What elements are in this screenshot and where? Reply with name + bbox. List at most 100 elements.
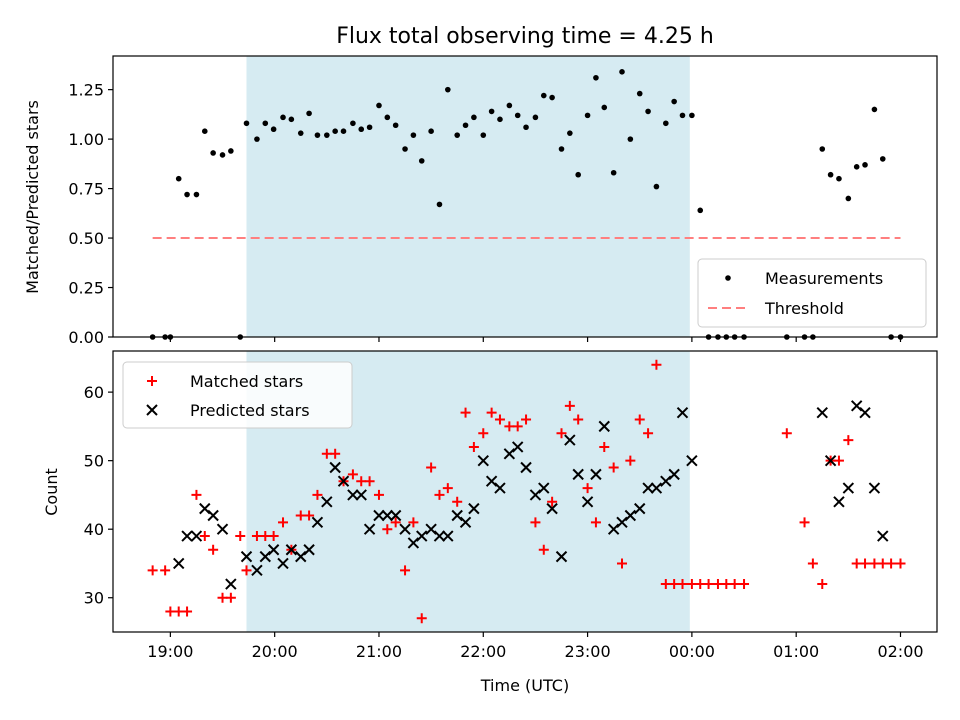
top-observing-span (246, 56, 690, 337)
bottom-y-tick-label: 60 (84, 383, 104, 402)
matched-star-point (895, 558, 906, 569)
top-y-tick-label: 1.00 (68, 130, 104, 149)
measurement-point (593, 74, 599, 81)
matched-star-point (530, 517, 541, 528)
matched-star-point (860, 558, 871, 569)
predicted-star-point (216, 523, 229, 535)
x-tick-label: 22:00 (460, 642, 506, 661)
predicted-star-point (511, 441, 524, 453)
predicted-star-point (190, 530, 203, 542)
matched-star-point (608, 462, 619, 473)
matched-star-point (686, 579, 697, 590)
bottom-axes-frame (112, 350, 938, 633)
predicted-star-point (642, 482, 654, 494)
measurement-point (879, 156, 886, 162)
matched-star-point (781, 428, 792, 439)
matched-star-point (347, 469, 358, 480)
matched-star-point (147, 565, 158, 576)
matched-star-point (278, 517, 289, 528)
bottom-y-ticks: 30 40 50 60 (84, 383, 113, 608)
measurement-point (288, 116, 295, 123)
measurement-point (366, 124, 373, 131)
predicted-star-point (650, 482, 663, 494)
matched-star-point (268, 531, 279, 542)
predicted-star-point (425, 523, 437, 535)
matched-star-point (843, 435, 854, 446)
predicted-star-point (660, 475, 672, 487)
predicted-star-point (824, 454, 837, 467)
predicted-star-point (389, 509, 402, 522)
predicted-star-point (311, 516, 324, 529)
measurement-point (523, 124, 529, 131)
measurement-point (514, 112, 521, 119)
predicted-star-point (277, 557, 289, 570)
predicted-star-point (173, 557, 185, 570)
predicted-star-point (451, 509, 463, 522)
matched-star-point (191, 489, 202, 500)
measurement-point (871, 106, 878, 113)
predicted-star-point (590, 468, 602, 481)
matched-star-point (807, 558, 818, 569)
top-y-tick-label: 0.25 (68, 279, 104, 298)
matched-star-point (199, 531, 210, 542)
measurement-point (254, 136, 260, 142)
predicted-star-point (816, 406, 828, 419)
matched-star-point (599, 441, 610, 452)
predicted-star-point (373, 509, 385, 522)
predicted-star-point (686, 454, 698, 467)
predicted-star-point (572, 468, 584, 481)
predicted-star-point (668, 468, 680, 481)
matched-star-point (547, 496, 558, 507)
top-y-tick-label: 0.75 (68, 180, 104, 199)
predicted-star-point (433, 530, 446, 542)
matched-star-point (869, 558, 880, 569)
predicted-star-point (259, 550, 271, 563)
matched-star-point (817, 579, 828, 590)
measurement-point (506, 102, 513, 109)
x-tick-label: 00:00 (669, 642, 715, 661)
bottom-y-tick-label: 40 (84, 520, 104, 539)
matched-star-point (304, 510, 315, 521)
matched-star-point (416, 613, 427, 624)
top-legend-box (697, 258, 927, 328)
matched-star-point (739, 579, 750, 590)
matched-star-point (468, 441, 479, 452)
measurement-point (392, 122, 399, 129)
measurement-point (384, 114, 391, 121)
measurement-point (462, 122, 469, 129)
bottom-legend: Matched stars Predicted stars (122, 361, 353, 429)
legend-predicted-label: Predicted stars (190, 401, 310, 420)
predicted-star-point (207, 509, 219, 522)
predicted-star-point (529, 489, 542, 501)
predicted-star-point (616, 516, 628, 529)
measurement-point (853, 164, 860, 170)
measurement-point (627, 136, 634, 142)
predicted-star-point (850, 400, 863, 412)
matched-star-point (460, 407, 471, 418)
chart-title: Flux total observing time = 4.25 h (336, 24, 714, 49)
matched-star-point (625, 455, 636, 466)
measurement-point (410, 132, 417, 138)
measurement-point (619, 69, 625, 75)
predicted-star-point (329, 461, 341, 474)
predicted-star-point (598, 420, 610, 433)
measurement-point (350, 120, 356, 127)
predicted-star-point (459, 516, 472, 529)
measurement-point (862, 162, 868, 168)
measurement-point (306, 110, 312, 117)
matched-star-point (426, 462, 437, 473)
predicted-star-point (634, 502, 646, 515)
matched-star-point (712, 579, 723, 590)
measurement-point (280, 114, 286, 121)
predicted-star-point (416, 530, 428, 542)
predicted-star-point (442, 530, 454, 542)
predicted-star-point (240, 550, 253, 563)
measurement-point (324, 132, 330, 138)
measurement-point (558, 146, 565, 152)
predicted-star-point (676, 406, 689, 419)
measurement-point (827, 171, 834, 178)
measurement-point (454, 132, 461, 138)
measurement-point (219, 152, 226, 158)
matched-star-point (851, 558, 862, 569)
matched-star-point (434, 489, 445, 500)
